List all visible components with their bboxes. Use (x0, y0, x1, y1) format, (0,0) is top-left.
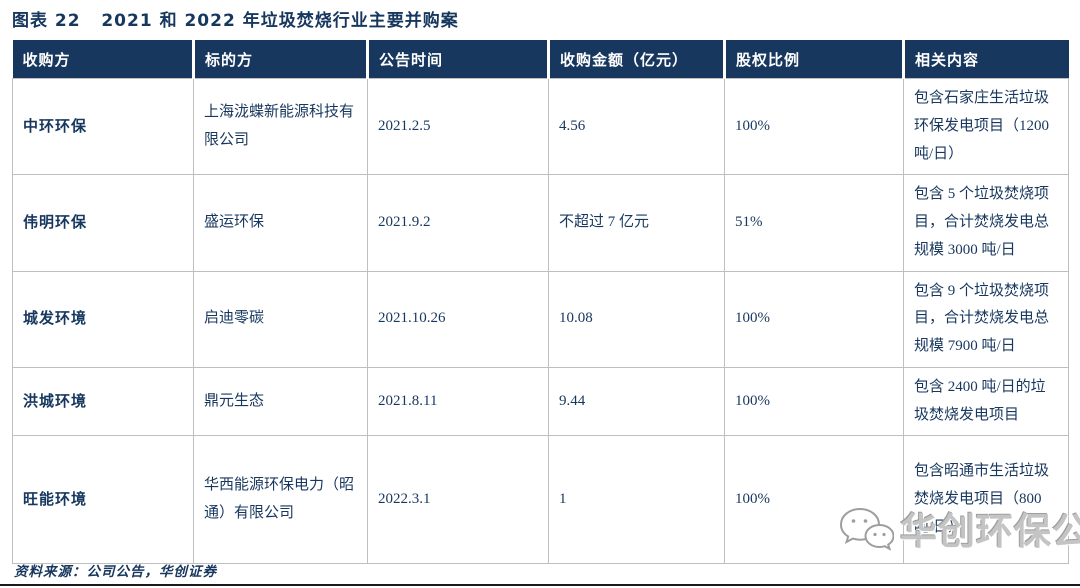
table-row: 城发环境 启迪零碳 2021.10.26 10.08 100% 包含 9 个垃圾… (12, 270, 1069, 368)
cell-announce-date: 2021.10.26 (367, 270, 549, 368)
cell-details: 包含 9 个垃圾焚烧项目，合计焚烧发电总规模 7900 吨/日 (903, 270, 1069, 368)
table-header-row: 收购方 标的方 公告时间 收购金额（亿元） 股权比例 相关内容 (12, 40, 1069, 79)
cell-equity-ratio: 100% (724, 366, 904, 437)
cell-details: 包含昭通市生活垃圾焚烧发电项目（800 吨/日） (903, 435, 1069, 565)
cell-announce-date: 2021.9.2 (367, 174, 549, 272)
table-row: 伟明环保 盛运环保 2021.9.2 不超过 7 亿元 51% 包含 5 个垃圾… (12, 174, 1069, 272)
cell-amount: 10.08 (548, 270, 725, 368)
cell-target: 启迪零碳 (193, 270, 368, 368)
cell-announce-date: 2022.3.1 (367, 435, 549, 565)
cell-acquirer: 城发环境 (12, 270, 194, 368)
cell-details: 包含 5 个垃圾焚烧项目，合计焚烧发电总规模 3000 吨/日 (903, 174, 1069, 272)
page-bottom-rule (0, 584, 1080, 586)
cell-target: 华西能源环保电力（昭通）有限公司 (193, 435, 368, 565)
column-header-details: 相关内容 (903, 40, 1069, 79)
cell-announce-date: 2021.8.11 (367, 366, 549, 437)
column-header-equity-ratio: 股权比例 (724, 40, 905, 79)
table-row: 洪城环境 鼎元生态 2021.8.11 9.44 100% 包含 2400 吨/… (12, 366, 1069, 437)
cell-acquirer: 伟明环保 (12, 174, 194, 272)
table-row: 旺能环境 华西能源环保电力（昭通）有限公司 2022.3.1 1 100% 包含… (12, 435, 1069, 565)
figure-title: 图表 22 2021 和 2022 年垃圾焚烧行业主要并购案 (12, 11, 459, 31)
source-note: 资料来源：公司公告，华创证券 (14, 564, 217, 579)
cell-equity-ratio: 51% (724, 174, 904, 272)
cell-details: 包含石家庄生活垃圾环保发电项目（1200 吨/日） (903, 77, 1069, 176)
cell-acquirer: 中环环保 (12, 77, 194, 176)
cell-target: 鼎元生态 (193, 366, 368, 437)
column-header-announce-date: 公告时间 (367, 40, 550, 79)
cell-amount: 4.56 (548, 77, 725, 176)
cell-details: 包含 2400 吨/日的垃圾焚烧发电项目 (903, 366, 1069, 437)
ma-table: 收购方 标的方 公告时间 收购金额（亿元） 股权比例 相关内容 中环环保 上海泷… (12, 40, 1069, 565)
cell-amount: 1 (548, 435, 725, 565)
column-header-amount: 收购金额（亿元） (548, 40, 726, 79)
cell-equity-ratio: 100% (724, 270, 904, 368)
cell-amount: 不超过 7 亿元 (548, 174, 725, 272)
cell-acquirer: 旺能环境 (12, 435, 194, 565)
cell-amount: 9.44 (548, 366, 725, 437)
cell-target: 盛运环保 (193, 174, 368, 272)
cell-equity-ratio: 100% (724, 77, 904, 176)
cell-acquirer: 洪城环境 (12, 366, 194, 437)
cell-equity-ratio: 100% (724, 435, 904, 565)
column-header-acquirer: 收购方 (12, 40, 195, 79)
column-header-target: 标的方 (193, 40, 369, 79)
cell-announce-date: 2021.2.5 (367, 77, 549, 176)
table-row: 中环环保 上海泷蝶新能源科技有限公司 2021.2.5 4.56 100% 包含… (12, 77, 1069, 176)
cell-target: 上海泷蝶新能源科技有限公司 (193, 77, 368, 176)
